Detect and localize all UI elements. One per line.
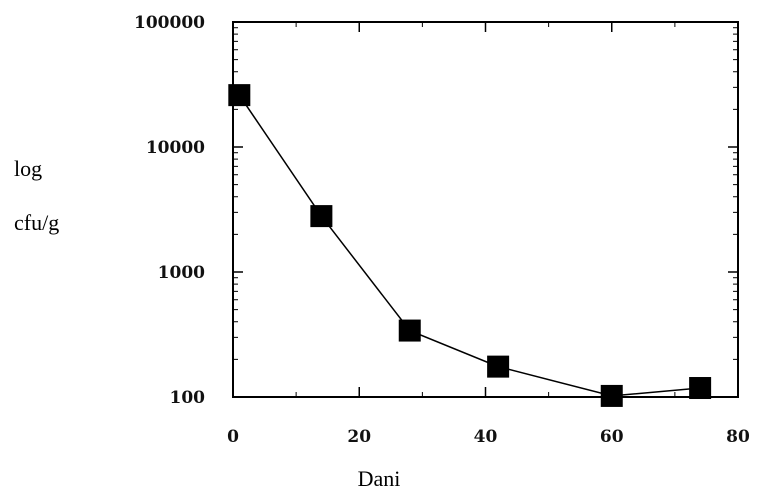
data-point-marker <box>228 84 251 107</box>
x-tick-label: 60 <box>600 427 624 447</box>
axis-ticks <box>232 21 739 398</box>
x-tick-label: 80 <box>726 427 750 447</box>
data-point-marker <box>310 205 333 228</box>
x-tick-label: 0 <box>227 427 239 447</box>
series-line <box>238 94 701 397</box>
x-tick-label: 40 <box>474 427 498 447</box>
x-axis-label: Dani <box>357 466 401 491</box>
x-tick-label: 20 <box>347 427 371 447</box>
y-axis-label-line-1: log <box>14 156 43 181</box>
data-point-marker <box>600 384 623 407</box>
axis-tick-labels: 100 1000 10000 100000 0 20 40 60 80 <box>134 13 750 447</box>
y-tick-label: 100000 <box>134 13 205 33</box>
data-point-marker <box>487 355 510 378</box>
data-point-marker <box>398 319 421 342</box>
y-axis-label-line-2: cfu/g <box>14 210 60 235</box>
plot-area-frame <box>232 21 739 398</box>
y-tick-label: 10000 <box>146 138 205 158</box>
y-tick-label: 1000 <box>158 263 205 283</box>
series-markers <box>228 84 712 407</box>
y-tick-label: 100 <box>170 388 206 408</box>
data-point-marker <box>689 377 712 400</box>
